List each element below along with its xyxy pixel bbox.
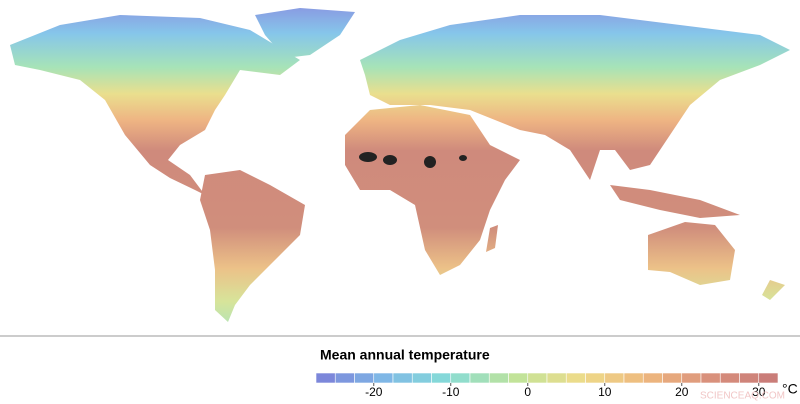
spot bbox=[424, 156, 436, 168]
africa bbox=[345, 105, 520, 275]
tick-label: 20 bbox=[675, 385, 689, 399]
tick-label: -20 bbox=[365, 385, 383, 399]
colorbar-swatch bbox=[739, 372, 760, 384]
colorbar-swatch bbox=[565, 372, 586, 384]
tick-label: 0 bbox=[524, 385, 531, 399]
north-america bbox=[10, 15, 300, 195]
colorbar-swatch bbox=[546, 372, 567, 384]
colorbar-swatch bbox=[758, 372, 779, 384]
spot bbox=[359, 152, 377, 162]
indonesia bbox=[610, 185, 740, 218]
colorbar-swatch bbox=[334, 372, 355, 384]
colorbar-swatch bbox=[642, 372, 663, 384]
colorbar-swatch bbox=[623, 372, 644, 384]
spot bbox=[459, 155, 467, 161]
colorbar-swatch bbox=[469, 372, 490, 384]
colorbar-swatch bbox=[604, 372, 625, 384]
colorbar-swatch bbox=[527, 372, 548, 384]
colorbar-swatch bbox=[719, 372, 740, 384]
tick-label: 30 bbox=[752, 385, 766, 399]
colorbar-swatch bbox=[354, 372, 375, 384]
eurasia bbox=[360, 15, 790, 180]
colorbar-swatch bbox=[392, 372, 413, 384]
colorbar-swatch bbox=[662, 372, 683, 384]
desert-spots bbox=[359, 152, 467, 168]
madagascar bbox=[486, 225, 498, 252]
colorbar-swatch bbox=[585, 372, 606, 384]
legend-title: Mean annual temperature bbox=[320, 347, 490, 363]
south-america bbox=[200, 170, 305, 322]
tick-label: -10 bbox=[442, 385, 460, 399]
colorbar: -20 -10 0 10 20 30 bbox=[315, 372, 779, 399]
colorbar-swatch bbox=[450, 372, 471, 384]
legend-unit: °C bbox=[782, 381, 798, 397]
australia bbox=[648, 222, 735, 285]
world-map bbox=[10, 8, 790, 322]
colorbar-swatch bbox=[373, 372, 394, 384]
colorbar-swatch bbox=[488, 372, 509, 384]
spot bbox=[383, 155, 397, 165]
colorbar-swatch bbox=[315, 372, 336, 384]
new-zealand bbox=[762, 280, 785, 300]
colorbar-swatch bbox=[431, 372, 452, 384]
colorbar-swatch bbox=[681, 372, 702, 384]
colorbar-swatch bbox=[508, 372, 529, 384]
colorbar-swatch bbox=[700, 372, 721, 384]
colorbar-swatch bbox=[411, 372, 432, 384]
tick-label: 10 bbox=[598, 385, 612, 399]
greenland bbox=[255, 8, 355, 58]
watermark: SCIENCEAQ.COM bbox=[700, 391, 785, 402]
